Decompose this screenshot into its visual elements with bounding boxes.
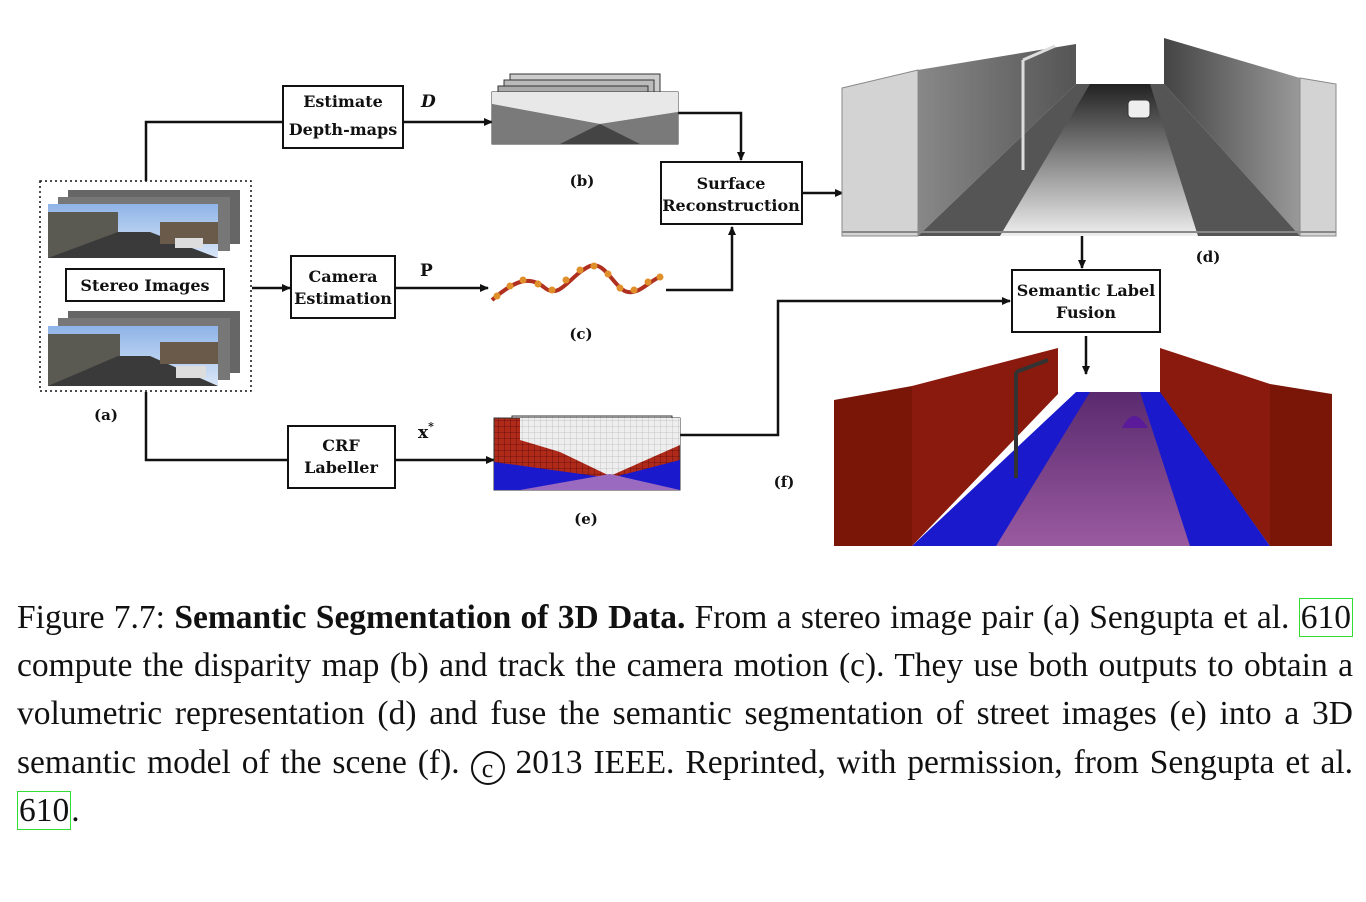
stereo-photo-top [48,190,240,258]
caption-part1: From a stereo image pair (a) Sengupta et… [694,599,1290,636]
stereo-images-label: Stereo Images [80,276,209,295]
estimate-depth-box: Estimate Depth-maps [282,85,404,149]
figure-caption: Figure 7.7: Semantic Segmentation of 3D … [17,594,1353,835]
depth-map-stack: (b) [491,73,679,190]
camera-estimation-line1: Camera [308,267,377,286]
camera-estimation-box: Camera Estimation [290,255,396,319]
stereo-photo-bottom [48,311,240,386]
caption-part2: compute the disparity map (b) and track … [17,647,1353,781]
caption-part3: 2013 IEEE. Reprinted, with permission, f… [515,743,1354,781]
sublabel-a: (a) [94,406,118,424]
sublabel-d: (d) [1196,248,1221,266]
semantic-label-fusion-line2: Fusion [1056,303,1116,322]
symbol-p: P [420,261,433,281]
symbol-x: x* [418,420,434,443]
semantic-label-fusion-line1: Semantic Label [1017,281,1156,300]
sublabel-f: (f) [774,473,795,491]
surface-reconstruction-line2: Reconstruction [662,196,800,215]
crf-labeller-box: CRF Labeller [287,425,396,489]
crf-labeller-line1: CRF [322,436,360,455]
surface-reconstruction-box: Surface Reconstruction [660,161,803,225]
connector-lines [144,111,1090,464]
stereo-images-panel: Stereo Images (a) [39,180,252,424]
caption-end: . [71,791,80,829]
pipeline-figure: Stereo Images (a) Estimate Depth-maps D … [39,38,1337,546]
sublabel-c: (c) [569,325,592,343]
semantic-label-fusion-box: Semantic Label Fusion [1011,269,1161,333]
surface-reconstruction-line1: Surface [697,174,766,193]
symbol-d: D [420,92,436,112]
citation-link-2[interactable]: 610 [17,790,72,830]
citation-link-1[interactable]: 610 [1298,598,1353,637]
caption-title: Semantic Segmentation of 3D Data. [174,599,686,636]
estimate-depth-line2: Depth-maps [289,120,397,139]
stereo-images-label-box [65,268,225,302]
segmentation-stack: (e) [493,415,681,528]
camera-trajectory: (c) [490,262,664,343]
semantic-3d-model: (f) [774,348,1332,546]
sublabel-b: (b) [570,172,595,190]
camera-estimation-line2: Estimation [294,289,392,308]
volumetric-reconstruction: (d) [841,38,1337,266]
estimate-depth-line1: Estimate [303,92,383,111]
caption-prefix: Figure 7.7: [17,599,165,636]
crf-labeller-line2: Labeller [304,458,378,477]
sublabel-e: (e) [574,510,598,528]
copyright-icon: c [470,750,505,785]
